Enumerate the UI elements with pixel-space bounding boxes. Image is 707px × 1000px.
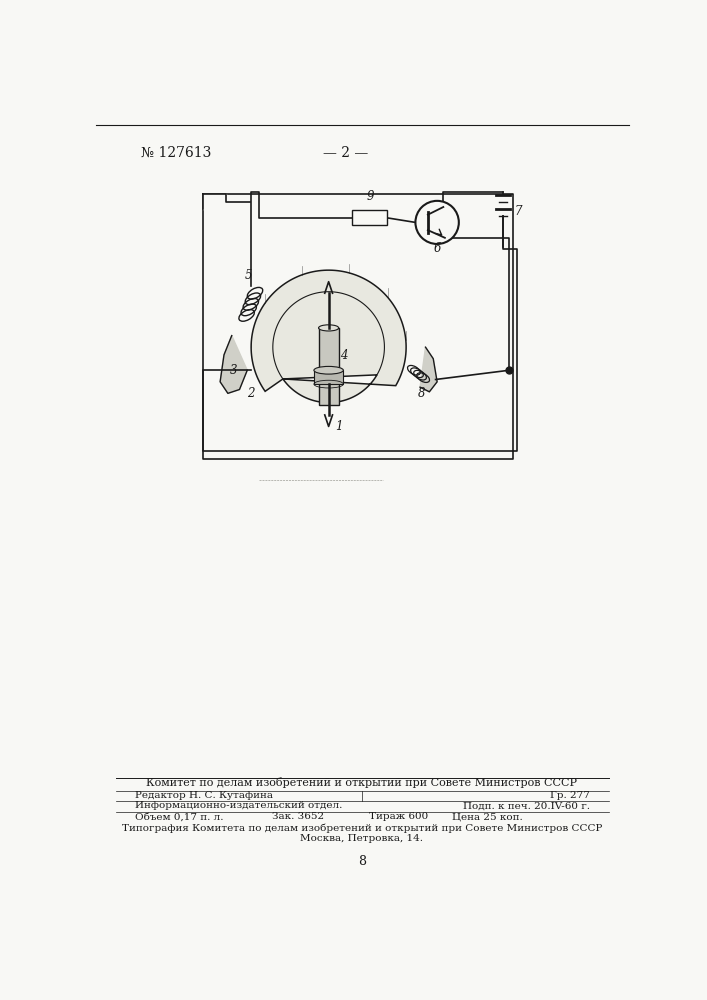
Text: 5: 5 (245, 269, 252, 282)
Text: Тираж 600: Тираж 600 (369, 812, 428, 821)
Polygon shape (203, 194, 226, 209)
Text: 3: 3 (230, 364, 237, 377)
FancyBboxPatch shape (314, 370, 344, 384)
Text: Москва, Петровка, 14.: Москва, Петровка, 14. (300, 834, 423, 843)
Text: Редактор Н. С. Кутафина: Редактор Н. С. Кутафина (135, 791, 273, 800)
Text: Зак. 3652: Зак. 3652 (271, 812, 324, 821)
Text: — 2 —: — 2 — (323, 146, 368, 160)
Text: 7: 7 (515, 205, 522, 218)
FancyBboxPatch shape (319, 328, 339, 405)
Text: 4: 4 (340, 349, 348, 362)
Polygon shape (251, 270, 406, 403)
Text: Подп. к печ. 20.IV-60 г.: Подп. к печ. 20.IV-60 г. (463, 801, 590, 810)
Text: 8: 8 (418, 387, 425, 400)
Ellipse shape (314, 366, 344, 374)
Circle shape (416, 201, 459, 244)
Text: 6: 6 (433, 242, 440, 255)
Text: 1: 1 (335, 420, 342, 433)
Text: Объем 0,17 п. л.: Объем 0,17 п. л. (135, 812, 223, 821)
Text: 8: 8 (358, 855, 366, 868)
Polygon shape (220, 336, 247, 393)
Polygon shape (420, 347, 437, 392)
Text: Типография Комитета по делам изобретений и открытий при Совете Министров СССР: Типография Комитета по делам изобретений… (122, 823, 602, 833)
Ellipse shape (319, 325, 339, 331)
Text: Гр. 277: Гр. 277 (550, 791, 590, 800)
Text: Комитет по делам изобретений и открытий при Совете Министров СССР: Комитет по делам изобретений и открытий … (146, 777, 578, 788)
FancyBboxPatch shape (352, 210, 387, 225)
Text: № 127613: № 127613 (141, 146, 211, 160)
Text: Информационно-издательский отдел.: Информационно-издательский отдел. (135, 801, 342, 810)
Text: Цена 25 коп.: Цена 25 коп. (452, 812, 522, 821)
Text: 2: 2 (247, 387, 255, 400)
Text: 9: 9 (367, 190, 374, 203)
